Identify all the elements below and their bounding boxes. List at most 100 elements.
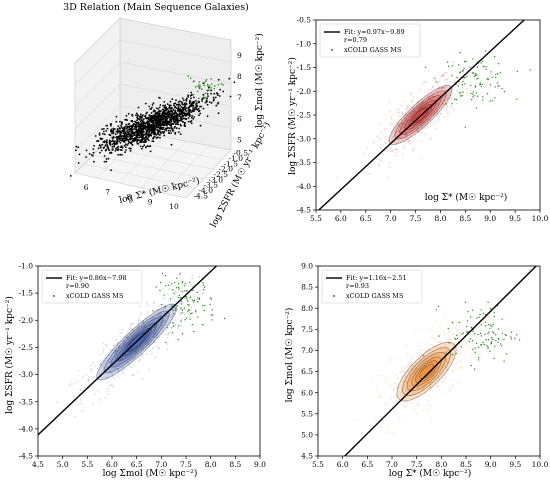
density-point (486, 323, 489, 326)
density-point (112, 385, 115, 388)
density-point (440, 393, 443, 396)
density-point (460, 366, 462, 369)
xcold-point (493, 332, 495, 334)
3d-point (163, 101, 166, 103)
density-point (433, 105, 435, 108)
density-point (118, 359, 121, 362)
density-point (390, 130, 393, 133)
xcold-point (193, 330, 195, 333)
3d-point (105, 148, 108, 151)
3d-point (119, 142, 122, 144)
xcold-point (422, 355, 425, 357)
xcold-point (197, 301, 199, 303)
density-point (450, 88, 453, 91)
3d-point (189, 120, 192, 123)
3d-point (120, 126, 123, 128)
density-point (418, 378, 421, 380)
density-point (438, 379, 440, 381)
3d-point (119, 120, 121, 123)
density-point (446, 102, 449, 105)
density-point (398, 137, 401, 139)
x-tick-label: 6.5 (360, 214, 372, 223)
3d-point (136, 117, 139, 120)
density-point (414, 378, 417, 381)
xcold-point (468, 340, 470, 343)
3d-point (165, 124, 168, 127)
3d-point (152, 102, 155, 105)
3d-point (169, 104, 172, 107)
density-point (440, 366, 443, 368)
x-axis-label-bottom-right: log Σ* (M☉ kpc⁻²) (389, 468, 471, 479)
density-point (201, 293, 204, 295)
density-point (432, 114, 435, 117)
3d-point (153, 133, 156, 136)
density-point (141, 337, 144, 340)
density-point (124, 353, 127, 356)
3d-point (128, 122, 131, 125)
3d-point (216, 103, 219, 105)
3d-point (190, 97, 192, 100)
density-point (430, 116, 433, 118)
3d-xcold-point (204, 101, 206, 104)
3d-point (75, 145, 78, 148)
density-point (452, 61, 455, 64)
xcold-point (177, 283, 180, 285)
density-point (398, 123, 401, 126)
density-point (392, 114, 395, 117)
density-point (421, 119, 424, 122)
density-point (424, 357, 427, 360)
3d-point (140, 122, 143, 124)
density-point (406, 400, 408, 403)
density-point (392, 128, 395, 131)
3d-point (152, 126, 155, 129)
density-point (441, 381, 444, 384)
density-point (419, 157, 422, 159)
density-point (167, 299, 170, 302)
3d-grid-line (92, 154, 205, 180)
3d-point (113, 145, 115, 147)
3d-point (131, 131, 134, 134)
density-point (121, 328, 124, 331)
density-point (440, 75, 442, 78)
density-point (120, 358, 123, 360)
3d-point (168, 111, 170, 113)
xcold-point (495, 334, 497, 336)
3d-point (218, 95, 221, 97)
panel-3d: 3D Relation (Main Sequence Galaxies) 678… (63, 2, 273, 229)
density-point (394, 133, 397, 136)
density-point (164, 316, 167, 319)
density-point (419, 105, 422, 108)
density-point (420, 119, 423, 122)
xcold-point (191, 324, 194, 326)
3d-point (157, 116, 160, 119)
density-point (127, 362, 130, 365)
density-point (448, 362, 451, 364)
3d-point (137, 126, 140, 128)
density-point (142, 319, 145, 322)
density-point (383, 128, 386, 131)
density-point (79, 389, 82, 391)
density-point (412, 110, 415, 113)
xcold-point (458, 321, 460, 324)
3d-point (142, 135, 145, 137)
density-point (392, 402, 395, 405)
xcold-point (472, 330, 474, 332)
3d-point (164, 119, 167, 122)
3d-xcold-point (198, 86, 201, 89)
density-point (432, 123, 435, 126)
density-point (378, 158, 381, 161)
density-point (79, 402, 82, 405)
density-point (425, 123, 427, 125)
3d-point (168, 132, 171, 135)
xcold-point (471, 98, 473, 101)
density-point (405, 124, 408, 126)
density-point (71, 383, 73, 385)
density-point (157, 336, 160, 338)
density-point (407, 113, 410, 115)
3d-point (154, 113, 157, 116)
density-point (387, 140, 390, 143)
density-point (406, 370, 409, 373)
xcold-point (466, 331, 468, 333)
density-point (444, 84, 446, 87)
density-point (431, 108, 434, 111)
